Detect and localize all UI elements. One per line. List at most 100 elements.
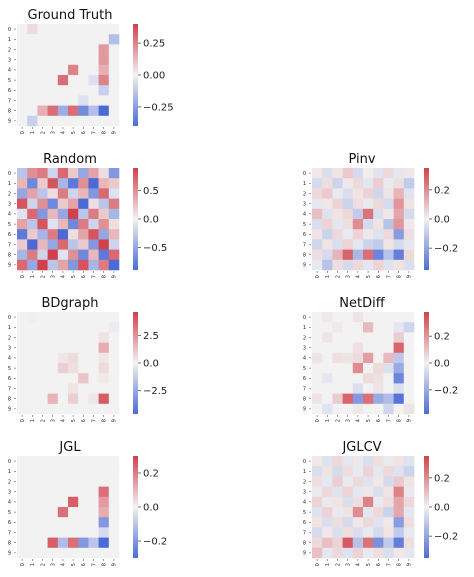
heatmap-cell bbox=[332, 219, 343, 230]
heatmap-cell bbox=[332, 208, 343, 220]
heatmap-cell bbox=[78, 352, 89, 364]
heatmap-cell bbox=[108, 24, 120, 35]
heatmap-cell bbox=[78, 259, 89, 271]
heatmap-cell bbox=[352, 466, 364, 477]
heatmap-cell bbox=[78, 537, 89, 549]
heatmap-cell bbox=[37, 239, 48, 250]
x-tick-label: 0 bbox=[20, 275, 26, 278]
heatmap-cell bbox=[342, 476, 354, 487]
heatmap-cell bbox=[47, 342, 59, 354]
heatmap-cell bbox=[37, 208, 48, 220]
heatmap-cell bbox=[352, 312, 364, 323]
heatmap-cell bbox=[98, 363, 110, 374]
heatmap-cell bbox=[393, 229, 405, 240]
heatmap-cell bbox=[98, 239, 110, 250]
heatmap-cell bbox=[312, 259, 323, 271]
heatmap-cell bbox=[27, 403, 38, 415]
heatmap-cell bbox=[27, 312, 38, 323]
heatmap-cell bbox=[47, 352, 59, 364]
heatmap-cell bbox=[47, 259, 59, 271]
heatmap-cell bbox=[27, 208, 38, 220]
heatmap-cell bbox=[352, 178, 364, 189]
heatmap-cell bbox=[373, 537, 384, 549]
heatmap-cell bbox=[57, 259, 69, 271]
panel-title: Pinv bbox=[348, 152, 375, 167]
colorbar-tick-label: 0.0 bbox=[143, 503, 159, 514]
heatmap-cell bbox=[17, 373, 28, 384]
y-tick-label: 3 bbox=[303, 346, 306, 352]
heatmap-cell bbox=[373, 188, 384, 199]
heatmap-cell bbox=[68, 259, 79, 271]
heatmap-cell bbox=[312, 208, 323, 220]
heatmap-cell bbox=[393, 249, 405, 261]
heatmap-cell bbox=[342, 249, 354, 261]
heatmap-cell bbox=[342, 259, 354, 271]
heatmap-cell bbox=[88, 537, 99, 549]
heatmap-cell bbox=[383, 208, 394, 220]
y-tick-label: 5 bbox=[303, 222, 306, 228]
heatmap-cell bbox=[322, 537, 333, 549]
heatmap-cell bbox=[352, 507, 364, 518]
heatmap-cell bbox=[37, 537, 48, 549]
heatmap-cell bbox=[363, 456, 374, 467]
heatmap-cell bbox=[17, 517, 28, 528]
panel-title: Ground Truth bbox=[28, 8, 113, 23]
heatmap-cell bbox=[98, 312, 110, 323]
y-tick-label: 4 bbox=[303, 500, 306, 506]
heatmap-cell bbox=[68, 517, 79, 528]
heatmap-cell bbox=[312, 188, 323, 199]
heatmap-cell bbox=[27, 383, 38, 394]
heatmap-cell bbox=[373, 496, 384, 508]
heatmap-cell bbox=[37, 229, 48, 240]
heatmap-cell bbox=[363, 208, 374, 220]
heatmap-cell bbox=[27, 352, 38, 364]
heatmap-cell bbox=[88, 322, 99, 333]
heatmap-cell bbox=[17, 105, 28, 117]
colorbar-tick-label: −0.2 bbox=[434, 532, 458, 543]
heatmap-cell bbox=[88, 168, 99, 179]
heatmap-cell bbox=[37, 75, 48, 86]
heatmap-cell bbox=[363, 229, 374, 240]
colorbar-tick-label: −0.2 bbox=[143, 537, 167, 548]
heatmap-cell bbox=[78, 95, 89, 106]
heatmap-cell bbox=[403, 547, 415, 559]
heatmap-cell bbox=[312, 383, 323, 394]
heatmap-cell bbox=[108, 496, 120, 508]
heatmap-cell bbox=[37, 547, 48, 559]
heatmap-cell bbox=[373, 507, 384, 518]
heatmap-cell bbox=[108, 373, 120, 384]
heatmap-cell bbox=[312, 507, 323, 518]
x-tick-label: 8 bbox=[101, 563, 107, 566]
heatmap-cell bbox=[68, 496, 79, 508]
heatmap-cell bbox=[17, 363, 28, 374]
heatmap-cell bbox=[47, 383, 59, 394]
heatmap-cell bbox=[352, 547, 364, 559]
heatmap-cell bbox=[68, 249, 79, 261]
heatmap-cell bbox=[27, 44, 38, 55]
heatmap-cell bbox=[37, 54, 48, 66]
heatmap-cell bbox=[352, 352, 364, 364]
heatmap-cell bbox=[322, 332, 333, 343]
x-tick-label: 8 bbox=[101, 419, 107, 422]
heatmap-cell bbox=[98, 496, 110, 508]
heatmap-cell bbox=[352, 476, 364, 487]
heatmap-cell bbox=[98, 466, 110, 477]
heatmap-cell bbox=[383, 383, 394, 394]
heatmap-cell bbox=[383, 393, 394, 405]
heatmap-cell bbox=[27, 527, 38, 538]
heatmap-cell bbox=[332, 456, 343, 467]
heatmap-cell bbox=[68, 239, 79, 250]
heatmap-cell bbox=[383, 332, 394, 343]
heatmap-cell bbox=[78, 486, 89, 498]
heatmap-cell bbox=[403, 332, 415, 343]
heatmap-panel: Random 0 1 2 3 4 5 6 7 8 9 0 1 2 3 4 5 6 7 8 9 0.5 0.0 −0.5 bbox=[8, 152, 167, 278]
heatmap-cell bbox=[37, 517, 48, 528]
x-tick-label: 5 bbox=[366, 275, 372, 278]
y-tick-label: 6 bbox=[303, 232, 306, 238]
heatmap-cell bbox=[393, 547, 405, 559]
heatmap-cell bbox=[57, 105, 69, 117]
heatmap-cell bbox=[342, 537, 354, 549]
x-tick-label: 0 bbox=[315, 275, 321, 278]
heatmap-cell bbox=[68, 44, 79, 55]
heatmap-cell bbox=[78, 383, 89, 394]
